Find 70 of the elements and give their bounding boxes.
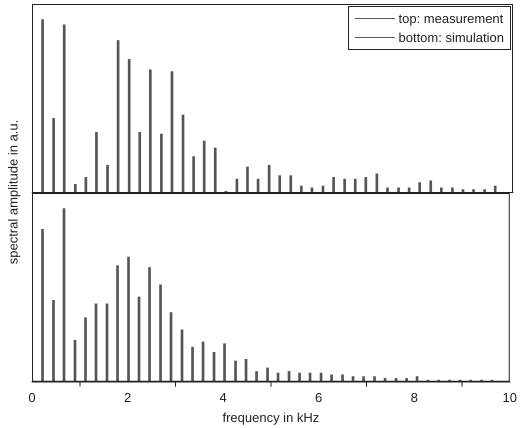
bar — [330, 374, 333, 382]
bar — [170, 312, 172, 382]
bar — [106, 164, 109, 193]
legend-label: top: measurement — [398, 11, 504, 26]
x-axis-title: frequency in kHz — [222, 410, 320, 425]
bar — [180, 330, 184, 382]
bar — [384, 378, 386, 382]
bar — [373, 376, 376, 382]
bar — [148, 70, 152, 193]
bar — [62, 24, 66, 193]
bar — [106, 304, 108, 382]
bar — [192, 156, 195, 193]
bar — [138, 132, 142, 193]
bar — [202, 140, 206, 193]
bar — [127, 256, 130, 382]
bar — [191, 346, 194, 382]
bar — [84, 317, 87, 382]
bar — [116, 40, 120, 193]
bar — [246, 166, 249, 193]
x-tick-label: 8 — [410, 390, 418, 406]
bar — [405, 378, 408, 382]
bar — [472, 189, 475, 193]
bar — [276, 372, 280, 382]
x-tick-label: 0 — [28, 390, 36, 406]
bar — [62, 208, 66, 382]
bar — [308, 372, 312, 382]
x-tick-label: 4 — [219, 390, 227, 406]
bar — [214, 148, 217, 193]
bar — [362, 376, 365, 382]
bar — [352, 376, 354, 382]
bar — [148, 267, 151, 382]
bar — [94, 304, 98, 382]
text: bottom: simulation — [398, 30, 504, 45]
bar — [394, 378, 398, 382]
bar — [244, 358, 248, 382]
bar — [298, 372, 301, 382]
x-tick-label: 2 — [124, 390, 132, 406]
bar — [170, 71, 174, 193]
bar — [160, 134, 163, 193]
bar — [138, 296, 140, 382]
bar — [462, 189, 464, 193]
y-axis-title: spectral amplitude in a.u. — [6, 120, 20, 264]
bar — [52, 300, 55, 382]
x-tick-label: 10 — [502, 390, 518, 406]
bar — [397, 187, 400, 193]
bar — [266, 368, 269, 382]
bar — [386, 187, 389, 193]
bar — [41, 19, 44, 193]
bar — [322, 186, 324, 193]
bar — [268, 164, 270, 193]
bar — [223, 343, 226, 382]
bar — [159, 284, 162, 382]
bar — [234, 360, 237, 382]
bar — [74, 340, 76, 382]
bar — [116, 265, 119, 382]
bar — [41, 229, 44, 382]
bar — [202, 342, 204, 382]
bar — [288, 371, 290, 382]
bar — [95, 132, 98, 193]
bar — [310, 187, 314, 193]
x-tick-label: 6 — [315, 390, 322, 406]
bar — [376, 174, 378, 193]
bar — [320, 372, 322, 382]
bar — [256, 178, 260, 193]
bar — [212, 352, 216, 382]
bar — [182, 114, 184, 193]
bar — [341, 374, 344, 382]
bar — [52, 118, 55, 193]
bar — [128, 59, 130, 193]
bar — [255, 371, 258, 382]
